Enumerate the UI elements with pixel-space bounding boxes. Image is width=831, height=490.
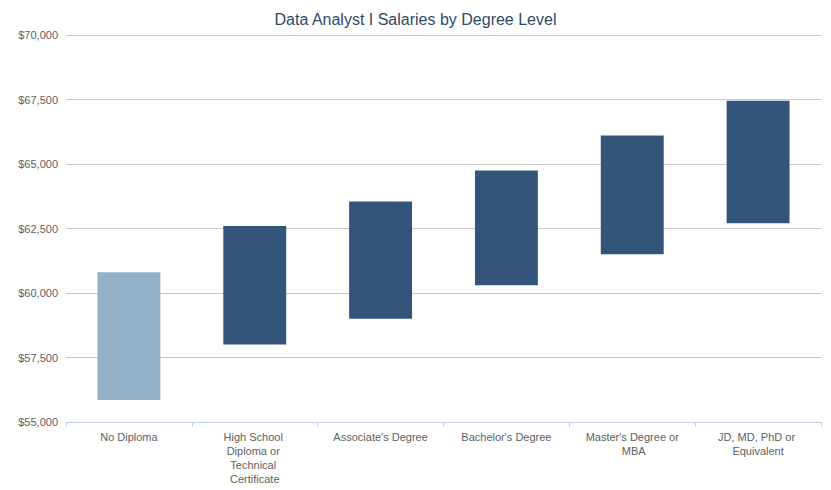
svg-text:JD, MD, PhD or: JD, MD, PhD or (718, 431, 798, 443)
svg-text:Equivalent: Equivalent (732, 445, 783, 457)
svg-text:$70,000: $70,000 (18, 29, 58, 41)
svg-text:Diploma or: Diploma or (227, 445, 283, 457)
svg-text:Associate's Degree: Associate's Degree (333, 431, 427, 443)
svg-text:High School: High School (224, 431, 286, 443)
svg-text:$57,500: $57,500 (18, 352, 58, 364)
svg-text:$55,000: $55,000 (18, 416, 58, 428)
svg-text:$60,000: $60,000 (18, 287, 58, 299)
svg-text:Bachelor's Degree: Bachelor's Degree (461, 431, 551, 443)
svg-text:MBA: MBA (619, 445, 647, 457)
svg-text:Data Analyst I Salaries by Deg: Data Analyst I Salaries by Degree Level (275, 11, 557, 28)
svg-text:Master's Degree or: Master's Degree or (586, 431, 680, 443)
svg-text:$62,500: $62,500 (18, 223, 58, 235)
svg-text:No Diploma: No Diploma (100, 431, 158, 443)
svg-text:$67,500: $67,500 (18, 94, 58, 106)
svg-text:Certificate: Certificate (230, 473, 280, 485)
svg-text:$65,000: $65,000 (18, 158, 58, 170)
svg-text:Technical: Technical (230, 459, 279, 471)
